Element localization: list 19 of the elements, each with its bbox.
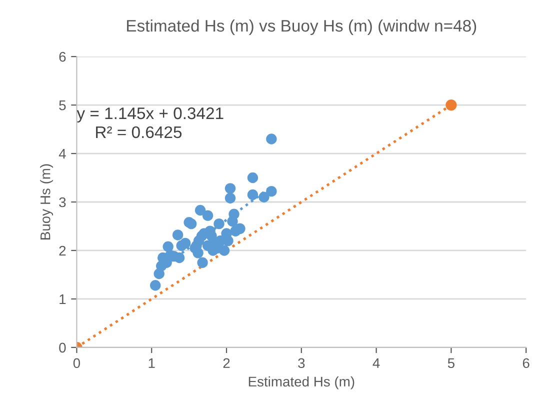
chart-title: Estimated Hs (m) vs Buoy Hs (m) (windw n=48) bbox=[127, 19, 476, 36]
x-tick-label: 2 bbox=[223, 358, 230, 368]
x-tick-label: 6 bbox=[522, 358, 530, 368]
y-tick-label: 0 bbox=[59, 342, 66, 353]
y-tick-label: 1 bbox=[60, 294, 66, 304]
x-tick-label: 3 bbox=[298, 358, 305, 368]
x-tick-label: 1 bbox=[148, 358, 155, 368]
y-tick-label: 3 bbox=[59, 197, 66, 208]
x-axis-title: Estimated Hs (m) bbox=[248, 376, 354, 390]
x-tick-label: 4 bbox=[372, 358, 380, 368]
x-tick-label: 5 bbox=[448, 358, 454, 368]
annotation: y = 1.145x + 0.3421 bbox=[76, 107, 224, 123]
y-tick-label: 2 bbox=[59, 246, 66, 256]
x-tick-label: 0 bbox=[73, 358, 80, 368]
y-tick-label: 5 bbox=[59, 100, 66, 110]
y-tick-label: 6 bbox=[59, 52, 66, 62]
y-tick-label: 4 bbox=[58, 148, 66, 159]
y-axis-title: Buoy Hs (m) bbox=[40, 164, 54, 240]
annotation: R² = 0.6425 bbox=[96, 126, 182, 138]
